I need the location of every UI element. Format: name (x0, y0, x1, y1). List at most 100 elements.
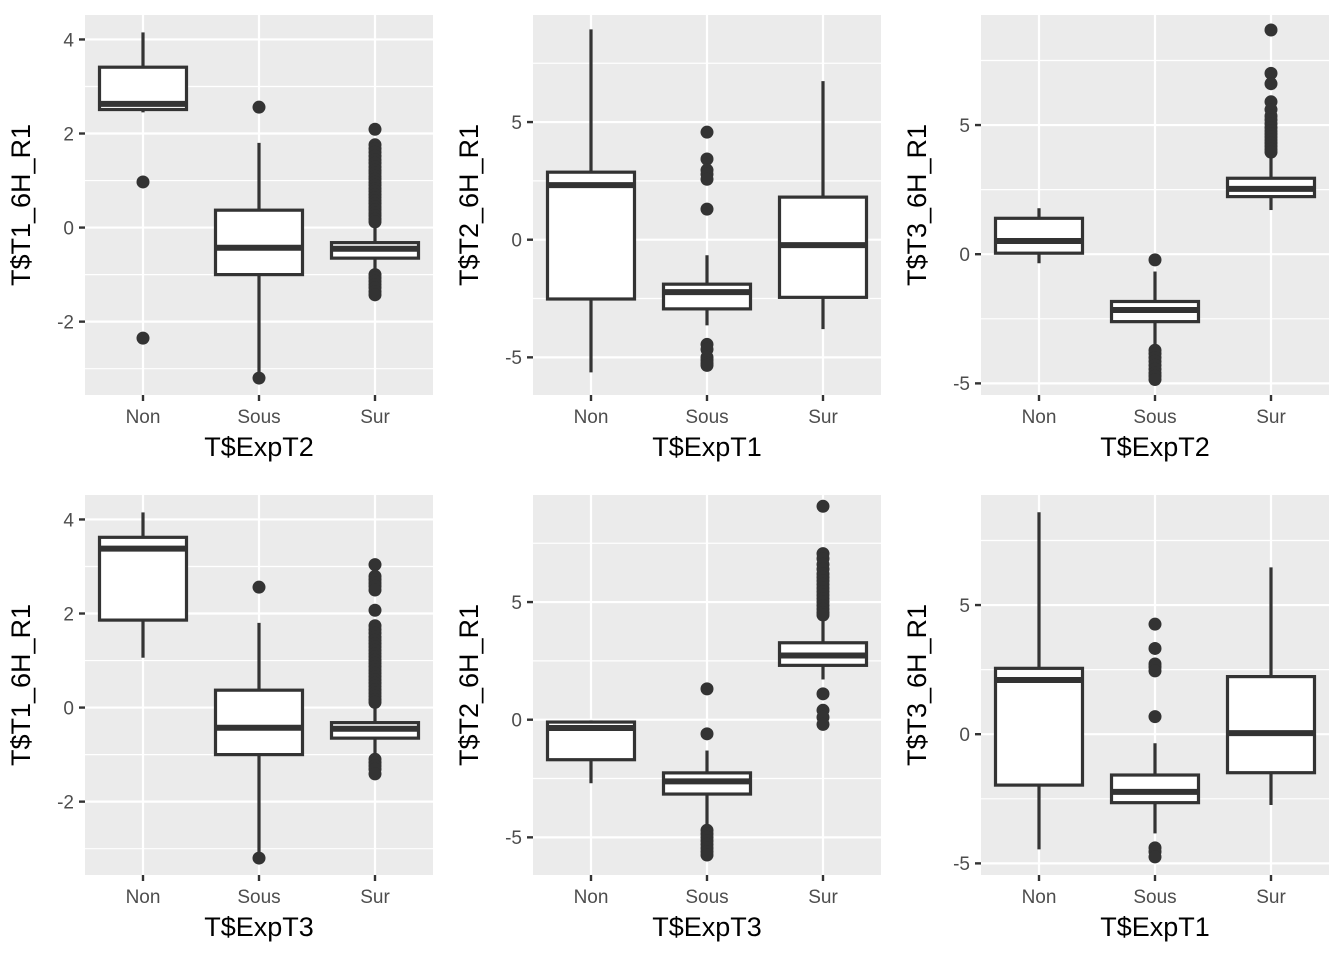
y-tick-label: 4 (63, 510, 74, 531)
outlier-point (700, 727, 714, 741)
box-iqr (1225, 675, 1317, 775)
boxplot-panel-5: -5 0 5 Non Sous Sur T$ExpT3 T$T2_6H_R1 (454, 495, 881, 942)
y-axis-title: T$T1_6H_R1 (6, 124, 36, 286)
box-group-sous (1109, 617, 1201, 864)
box-iqr (545, 170, 637, 301)
outlier-point (816, 608, 830, 622)
x-tick-label: Non (1022, 887, 1057, 908)
y-axis-title: T$T1_6H_R1 (6, 604, 36, 766)
box-group-non (993, 512, 1085, 850)
x-tick-label: Non (574, 407, 609, 428)
outlier-point (816, 499, 830, 513)
y-tick-label: -5 (953, 854, 970, 875)
x-axis-title: T$ExpT3 (652, 912, 762, 942)
x-tick-label: Sur (360, 887, 390, 908)
y-tick-label: 5 (511, 113, 522, 134)
outlier-point (1264, 23, 1278, 37)
y-tick-label: 4 (63, 30, 74, 51)
box-iqr (993, 216, 1085, 255)
box-iqr (661, 282, 753, 311)
x-tick-label: Sur (360, 407, 390, 428)
boxplot-cell-6: -5 0 5 Non Sous Sur T$ExpT1 T$T3_6H_R1 (896, 480, 1344, 960)
box-group-sur (329, 122, 421, 302)
outlier-point (368, 558, 382, 572)
x-tick-label: Sous (685, 887, 728, 908)
y-tick-label: 5 (959, 116, 970, 137)
outlier-point (700, 682, 714, 696)
x-axis-title: T$ExpT3 (204, 912, 314, 942)
x-tick-label: Non (126, 887, 161, 908)
y-tick-label: 2 (63, 604, 74, 625)
outlier-point (1264, 66, 1278, 80)
y-tick-label: 0 (959, 245, 970, 266)
outlier-point (700, 152, 714, 166)
y-tick-label: 5 (959, 596, 970, 617)
x-tick-label: Sur (808, 887, 838, 908)
y-tick-label: 0 (63, 218, 74, 239)
x-tick-label: Sous (237, 407, 280, 428)
boxplot-cell-1: -2 0 2 4 Non Sous Sur T$ExpT2 T$T1_6H_R1 (0, 0, 448, 480)
x-tick-label: Sur (1256, 887, 1286, 908)
outlier-point (368, 288, 382, 302)
outlier-point (368, 583, 382, 597)
y-axis-title: T$T2_6H_R1 (454, 124, 484, 286)
y-tick-label: 2 (63, 124, 74, 145)
x-axis-title: T$ExpT1 (652, 432, 762, 462)
box-group-non (993, 208, 1085, 264)
outlier-point (136, 331, 150, 345)
outlier-point (1148, 850, 1162, 864)
x-axis-title: T$ExpT2 (1100, 432, 1210, 462)
outlier-point (368, 603, 382, 617)
outlier-point (700, 358, 714, 372)
outlier-point (1148, 253, 1162, 267)
y-tick-label: 5 (511, 593, 522, 614)
outlier-point (1148, 710, 1162, 724)
outlier-point (136, 175, 150, 189)
x-axis-title: T$ExpT1 (1100, 912, 1210, 942)
outlier-point (700, 172, 714, 186)
x-tick-label: Sous (685, 407, 728, 428)
outlier-point (700, 202, 714, 216)
x-tick-label: Non (126, 407, 161, 428)
box-group-sous (1109, 253, 1201, 387)
boxplot-cell-4: -2 0 2 4 Non Sous Sur T$ExpT3 T$T1_6H_R1 (0, 480, 448, 960)
box-iqr (213, 208, 305, 277)
box-group-non (97, 32, 189, 345)
outlier-point (1148, 664, 1162, 678)
outlier-point (252, 851, 266, 865)
box-group-sous (213, 580, 305, 865)
x-tick-label: Sur (808, 407, 838, 428)
x-tick-label: Sous (1133, 407, 1176, 428)
y-tick-label: -5 (505, 348, 522, 369)
box-group-sous (661, 125, 753, 372)
outlier-point (1148, 373, 1162, 387)
outlier-point (368, 767, 382, 781)
box-group-sur (1225, 567, 1317, 805)
outlier-point (368, 695, 382, 709)
y-tick-label: -2 (57, 792, 74, 813)
outlier-point (1148, 641, 1162, 655)
boxplot-cell-5: -5 0 5 Non Sous Sur T$ExpT3 T$T2_6H_R1 (448, 480, 896, 960)
x-axis-title: T$ExpT2 (204, 432, 314, 462)
boxplot-cell-3: -5 0 5 Non Sous Sur T$ExpT2 T$T3_6H_R1 (896, 0, 1344, 480)
y-tick-label: 0 (511, 231, 522, 252)
y-tick-label: -5 (953, 374, 970, 395)
y-axis-title: T$T2_6H_R1 (454, 604, 484, 766)
box-group-sur (777, 499, 869, 731)
outlier-point (1264, 77, 1278, 91)
boxplot-cell-2: -5 0 5 Non Sous Sur T$ExpT1 T$T2_6H_R1 (448, 0, 896, 480)
x-tick-label: Non (574, 887, 609, 908)
outlier-point (252, 580, 266, 594)
outlier-point (368, 215, 382, 229)
box-group-sur (329, 558, 421, 781)
y-tick-label: -2 (57, 312, 74, 333)
outlier-point (368, 122, 382, 136)
x-tick-label: Sous (1133, 887, 1176, 908)
box-group-non (97, 512, 189, 658)
box-group-sur (1225, 23, 1317, 211)
outlier-point (700, 125, 714, 139)
outlier-point (252, 100, 266, 114)
box-group-sous (661, 682, 753, 862)
box-group-sous (213, 100, 305, 385)
